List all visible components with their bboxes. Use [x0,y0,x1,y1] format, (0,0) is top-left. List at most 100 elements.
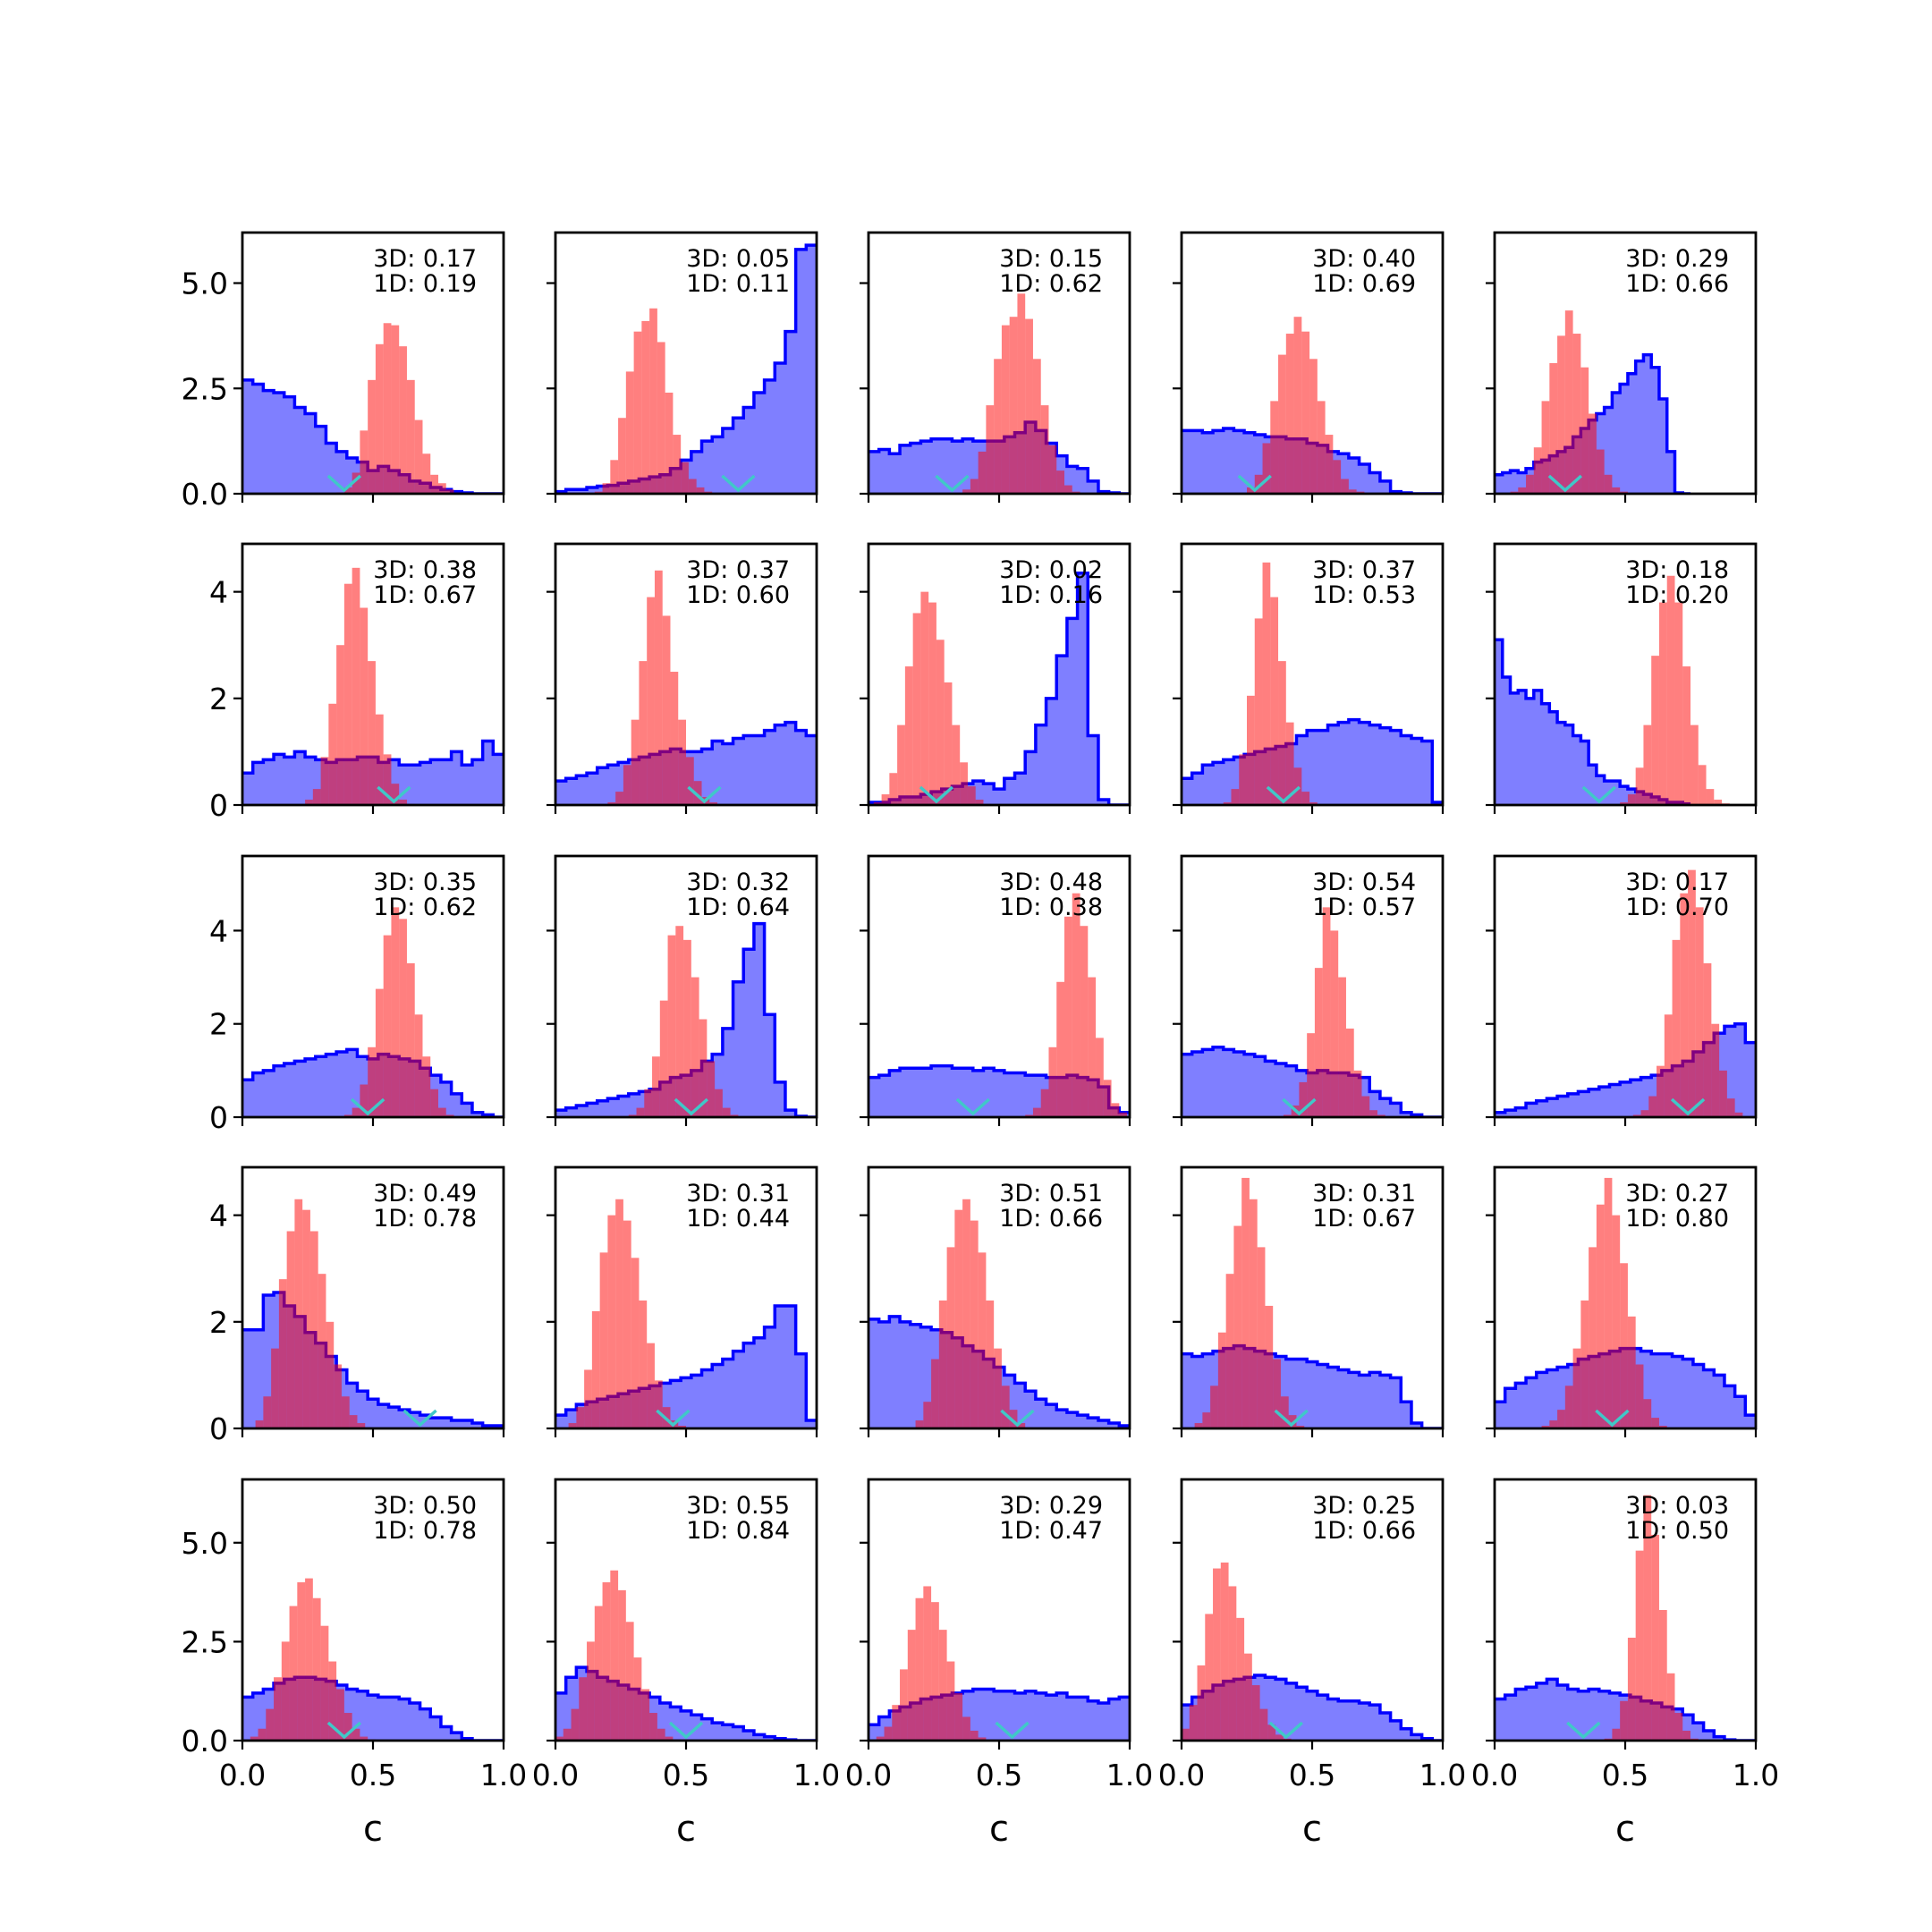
x-tick-label: 0.0 [1158,1758,1205,1792]
hist-1d-bar [360,1736,369,1741]
hist-1d-bar [422,1056,431,1117]
hist-1d-bar [954,1209,963,1428]
hist-1d-bar [696,487,705,494]
hist-1d-bar [673,435,682,494]
hist-1d-bar [625,1622,634,1741]
hist-1d-bar [594,1606,603,1741]
hist-1d-bar [1734,1112,1743,1117]
annotation-1d: 1D: 0.78 [373,1205,477,1233]
hist-1d-bar [1580,1300,1589,1428]
hist-1d-bar [1714,800,1723,805]
annotation-3d: 3D: 0.25 [1312,1492,1416,1520]
hist-1d-bar [1220,1562,1229,1741]
annotation-1d: 1D: 0.67 [373,581,477,609]
hist-1d-bar [722,1107,731,1117]
hist-1d-bar [1307,1033,1315,1117]
hist-1d-bar [1664,1014,1673,1117]
hist-1d-bar [938,1300,947,1428]
hist-1d-bar [1640,1110,1649,1117]
hist-1d-bar [1651,656,1659,805]
marker-chevron [674,1097,709,1116]
hist-1d-bar [1278,661,1286,805]
hist-1d-bar [326,1321,335,1428]
hist-1d-bar [970,479,979,494]
hist-1d-bar [271,1348,279,1428]
annotation-1d: 1D: 0.84 [686,1517,790,1545]
hist-1d-bar [576,1407,585,1428]
annotation-3d: 3D: 0.17 [373,245,477,273]
hist-1d-bar [654,570,663,805]
annotation-1d: 1D: 0.78 [373,1517,477,1545]
hist-1d-bar [657,1728,665,1741]
hist-1d-bar [1674,602,1683,805]
hist-1d-bar [912,613,921,805]
hist-1d-bar [1526,474,1534,494]
hist-1d-bar [623,765,631,805]
hist-1d-bar [1225,1274,1234,1428]
hist-1d-bar [399,346,407,494]
hist-1d-bar [336,645,344,805]
hist-1d-bar [928,602,936,805]
hist-1d-bar [414,419,423,494]
marker-chevron [350,1097,386,1116]
y-tick-label: 4 [209,575,228,610]
hist-1d-bar [960,762,968,805]
hist-1d-bar [904,666,913,805]
hist-1d-bar [931,1359,939,1428]
annotation-3d: 3D: 0.37 [1312,556,1416,584]
hist-1d-bar [1301,331,1310,494]
hist-1d-bar [1270,401,1279,494]
hist-1d-bar [978,1737,987,1741]
hist-1d-bar [610,1570,619,1741]
hist-1d-bar [1233,1225,1242,1428]
annotation-1d: 1D: 0.80 [1625,1205,1729,1233]
annotation-1d: 1D: 0.62 [373,894,477,921]
hist-1d-bar [1648,1096,1657,1117]
hist-1d-bar [1651,1418,1659,1428]
hist-1d-bar [305,800,313,805]
hist-3d-fill [869,572,1130,805]
plot-area [1182,1562,1443,1741]
hist-1d-bar [1719,1070,1727,1117]
hist-1d-bar [336,1689,344,1741]
hist-1d-bar [1247,695,1255,805]
hist-1d-bar [1322,907,1331,1117]
hist-1d-bar [1635,1364,1644,1428]
hist-1d-bar [383,754,392,805]
plot-area [555,1570,817,1741]
hist-1d-bar [1249,1199,1258,1428]
marker-chevron [1547,474,1583,493]
hist-1d-bar [320,1625,329,1741]
hist-1d-bar [1254,618,1263,805]
marker-chevron [935,474,970,493]
marker-chevron [1581,785,1616,804]
hist-1d-bar [357,1423,366,1428]
hist-1d-bar [1072,893,1080,1117]
hist-1d-bar [1369,1110,1377,1117]
hist-1d-bar [1285,334,1294,494]
hist-1d-bar [1040,405,1049,494]
hist-1d-bar [1620,802,1628,805]
hist-1d-bar [1341,479,1349,494]
hist-1d-bar [1056,470,1064,494]
hist-1d-bar [1194,1423,1203,1428]
hist-1d-bar [1549,363,1558,494]
hist-1d-bar [1301,792,1310,805]
hist-1d-bar [1726,1098,1735,1117]
hist-1d-bar [318,1274,326,1428]
plot-area [1495,1177,1756,1428]
hist-1d-bar [892,1705,901,1741]
x-tick-label: 0.5 [1602,1758,1648,1792]
hist-1d-bar [641,1689,650,1741]
hist-1d-bar [289,1606,298,1741]
hist-1d-bar [1557,335,1565,494]
annotation-1d: 1D: 0.44 [686,1205,790,1233]
plot-area [869,893,1130,1117]
hist-1d-bar [352,472,360,494]
